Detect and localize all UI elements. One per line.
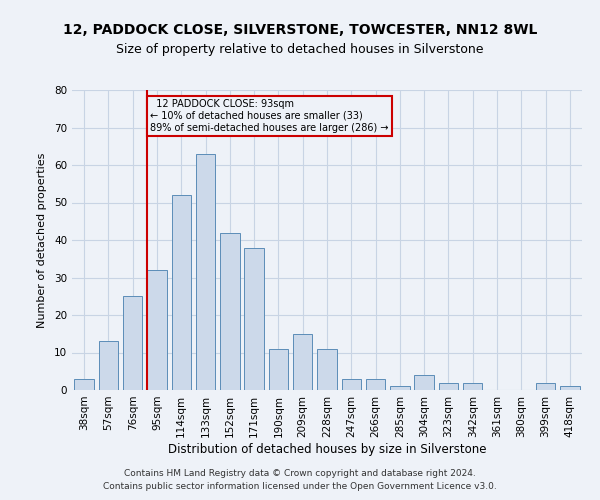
- Text: Contains public sector information licensed under the Open Government Licence v3: Contains public sector information licen…: [103, 482, 497, 491]
- Bar: [463, 382, 482, 390]
- Bar: [172, 195, 191, 390]
- Bar: [317, 349, 337, 390]
- Bar: [196, 154, 215, 390]
- Bar: [74, 379, 94, 390]
- Text: 12, PADDOCK CLOSE, SILVERSTONE, TOWCESTER, NN12 8WL: 12, PADDOCK CLOSE, SILVERSTONE, TOWCESTE…: [63, 22, 537, 36]
- Bar: [560, 386, 580, 390]
- Bar: [220, 232, 239, 390]
- Bar: [390, 386, 410, 390]
- Bar: [415, 375, 434, 390]
- Bar: [244, 248, 264, 390]
- Text: Contains HM Land Registry data © Crown copyright and database right 2024.: Contains HM Land Registry data © Crown c…: [124, 468, 476, 477]
- Bar: [147, 270, 167, 390]
- Text: 12 PADDOCK CLOSE: 93sqm  
← 10% of detached houses are smaller (33)
89% of semi-: 12 PADDOCK CLOSE: 93sqm ← 10% of detache…: [150, 100, 389, 132]
- Bar: [269, 349, 288, 390]
- Text: Size of property relative to detached houses in Silverstone: Size of property relative to detached ho…: [116, 42, 484, 56]
- Bar: [439, 382, 458, 390]
- Y-axis label: Number of detached properties: Number of detached properties: [37, 152, 47, 328]
- Bar: [99, 341, 118, 390]
- Bar: [536, 382, 555, 390]
- Bar: [366, 379, 385, 390]
- Bar: [341, 379, 361, 390]
- Bar: [293, 334, 313, 390]
- Bar: [123, 296, 142, 390]
- X-axis label: Distribution of detached houses by size in Silverstone: Distribution of detached houses by size …: [168, 442, 486, 456]
